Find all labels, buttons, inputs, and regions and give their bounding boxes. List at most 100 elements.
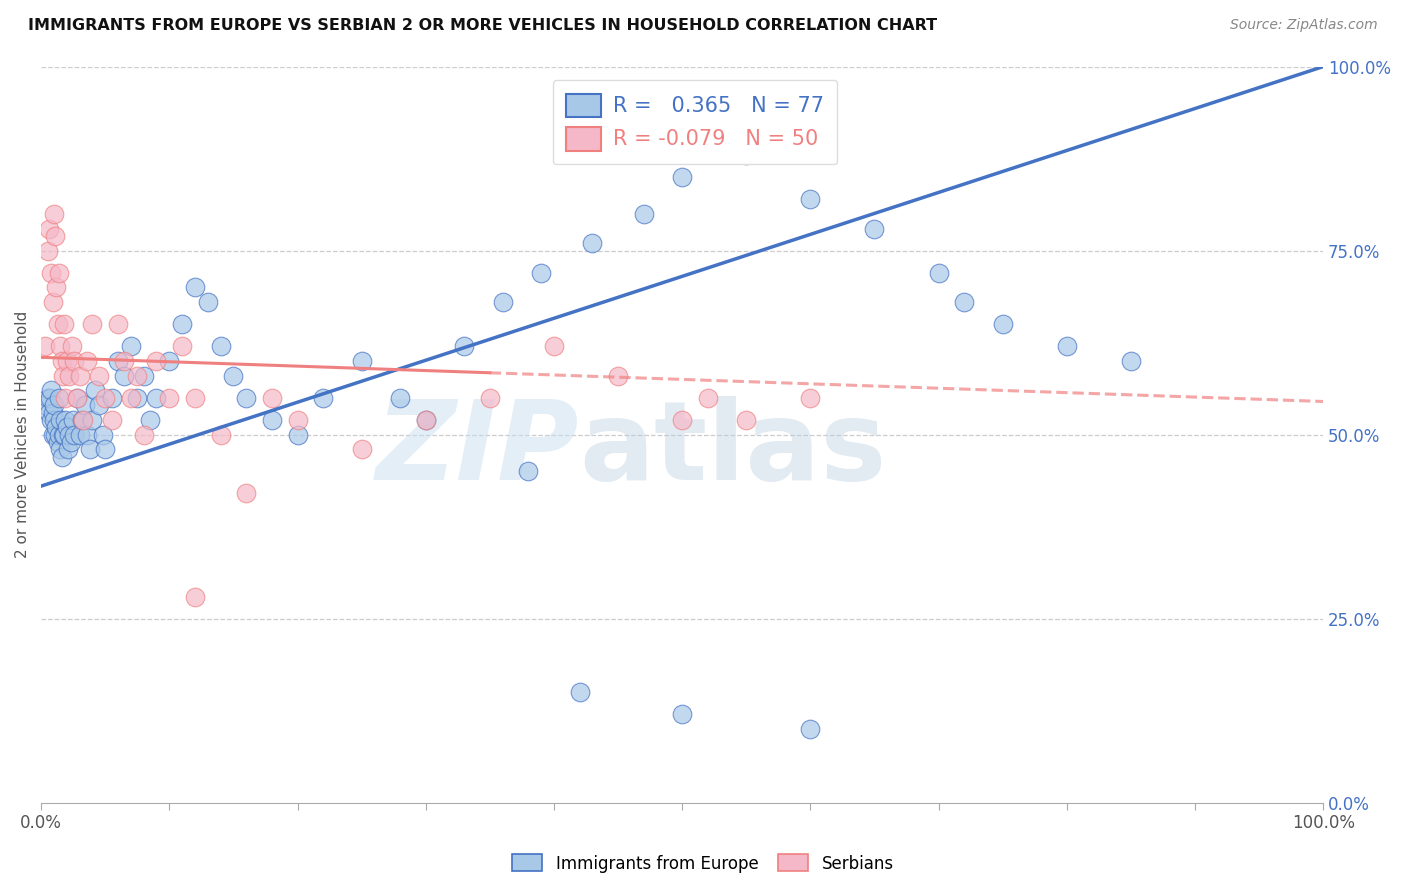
Point	[799, 391, 821, 405]
Point	[62, 413, 84, 427]
Point	[184, 391, 207, 405]
Point	[107, 354, 129, 368]
Point	[46, 434, 69, 449]
Point	[120, 391, 142, 405]
Point	[127, 368, 149, 383]
Point	[209, 339, 232, 353]
Point	[172, 317, 194, 331]
Point	[48, 266, 70, 280]
Point	[530, 266, 553, 280]
Point	[172, 339, 194, 353]
Point	[132, 368, 155, 383]
Y-axis label: 2 or more Vehicles in Household: 2 or more Vehicles in Household	[15, 311, 30, 558]
Point	[87, 368, 110, 383]
Point	[1119, 354, 1142, 368]
Text: atlas: atlas	[579, 396, 887, 503]
Point	[120, 339, 142, 353]
Text: Source: ZipAtlas.com: Source: ZipAtlas.com	[1230, 18, 1378, 32]
Point	[389, 391, 412, 405]
Point	[478, 391, 501, 405]
Point	[52, 368, 75, 383]
Point	[671, 707, 693, 722]
Point	[287, 427, 309, 442]
Point	[82, 413, 104, 427]
Point	[42, 398, 65, 412]
Legend: R =   0.365   N = 77, R = -0.079   N = 50: R = 0.365 N = 77, R = -0.079 N = 50	[553, 80, 838, 164]
Point	[114, 354, 136, 368]
Point	[145, 354, 167, 368]
Point	[287, 413, 309, 427]
Point	[44, 228, 66, 243]
Point	[56, 442, 79, 457]
Point	[70, 413, 93, 427]
Point	[415, 413, 437, 427]
Point	[45, 420, 67, 434]
Text: IMMIGRANTS FROM EUROPE VS SERBIAN 2 OR MORE VEHICLES IN HOUSEHOLD CORRELATION CH: IMMIGRANTS FROM EUROPE VS SERBIAN 2 OR M…	[28, 18, 938, 33]
Point	[49, 442, 72, 457]
Point	[58, 427, 80, 442]
Point	[49, 413, 72, 427]
Point	[157, 391, 180, 405]
Point	[127, 391, 149, 405]
Point	[41, 413, 63, 427]
Point	[350, 354, 373, 368]
Point	[184, 280, 207, 294]
Point	[72, 413, 94, 427]
Point	[46, 317, 69, 331]
Text: ZIP: ZIP	[375, 396, 579, 503]
Point	[350, 442, 373, 457]
Point	[671, 169, 693, 184]
Point	[60, 339, 83, 353]
Point	[235, 486, 257, 500]
Point	[42, 207, 65, 221]
Point	[139, 413, 162, 427]
Point	[145, 391, 167, 405]
Point	[671, 413, 693, 427]
Point	[63, 427, 86, 442]
Point	[517, 464, 540, 478]
Point	[928, 266, 950, 280]
Point	[66, 391, 89, 405]
Point	[53, 317, 76, 331]
Point	[69, 368, 91, 383]
Point	[209, 427, 232, 442]
Point	[633, 207, 655, 221]
Point	[184, 590, 207, 604]
Point	[48, 427, 70, 442]
Point	[69, 427, 91, 442]
Point	[157, 354, 180, 368]
Point	[100, 391, 122, 405]
Point	[799, 722, 821, 736]
Point	[38, 221, 60, 235]
Point	[491, 295, 513, 310]
Point	[100, 413, 122, 427]
Point	[84, 384, 107, 398]
Point	[41, 405, 63, 419]
Point	[58, 368, 80, 383]
Point	[63, 354, 86, 368]
Point	[42, 413, 65, 427]
Point	[44, 427, 66, 442]
Point	[41, 295, 63, 310]
Point	[55, 354, 77, 368]
Point	[41, 266, 63, 280]
Point	[76, 427, 98, 442]
Point	[87, 398, 110, 412]
Point	[55, 391, 77, 405]
Point	[37, 391, 59, 405]
Point	[59, 434, 82, 449]
Point	[799, 192, 821, 206]
Point	[735, 413, 758, 427]
Point	[568, 685, 591, 699]
Point	[39, 391, 62, 405]
Point	[82, 317, 104, 331]
Point	[453, 339, 475, 353]
Point	[91, 427, 114, 442]
Point	[235, 391, 257, 405]
Point	[543, 339, 565, 353]
Point	[114, 368, 136, 383]
Point	[48, 391, 70, 405]
Point	[312, 391, 335, 405]
Point	[55, 413, 77, 427]
Point	[991, 317, 1014, 331]
